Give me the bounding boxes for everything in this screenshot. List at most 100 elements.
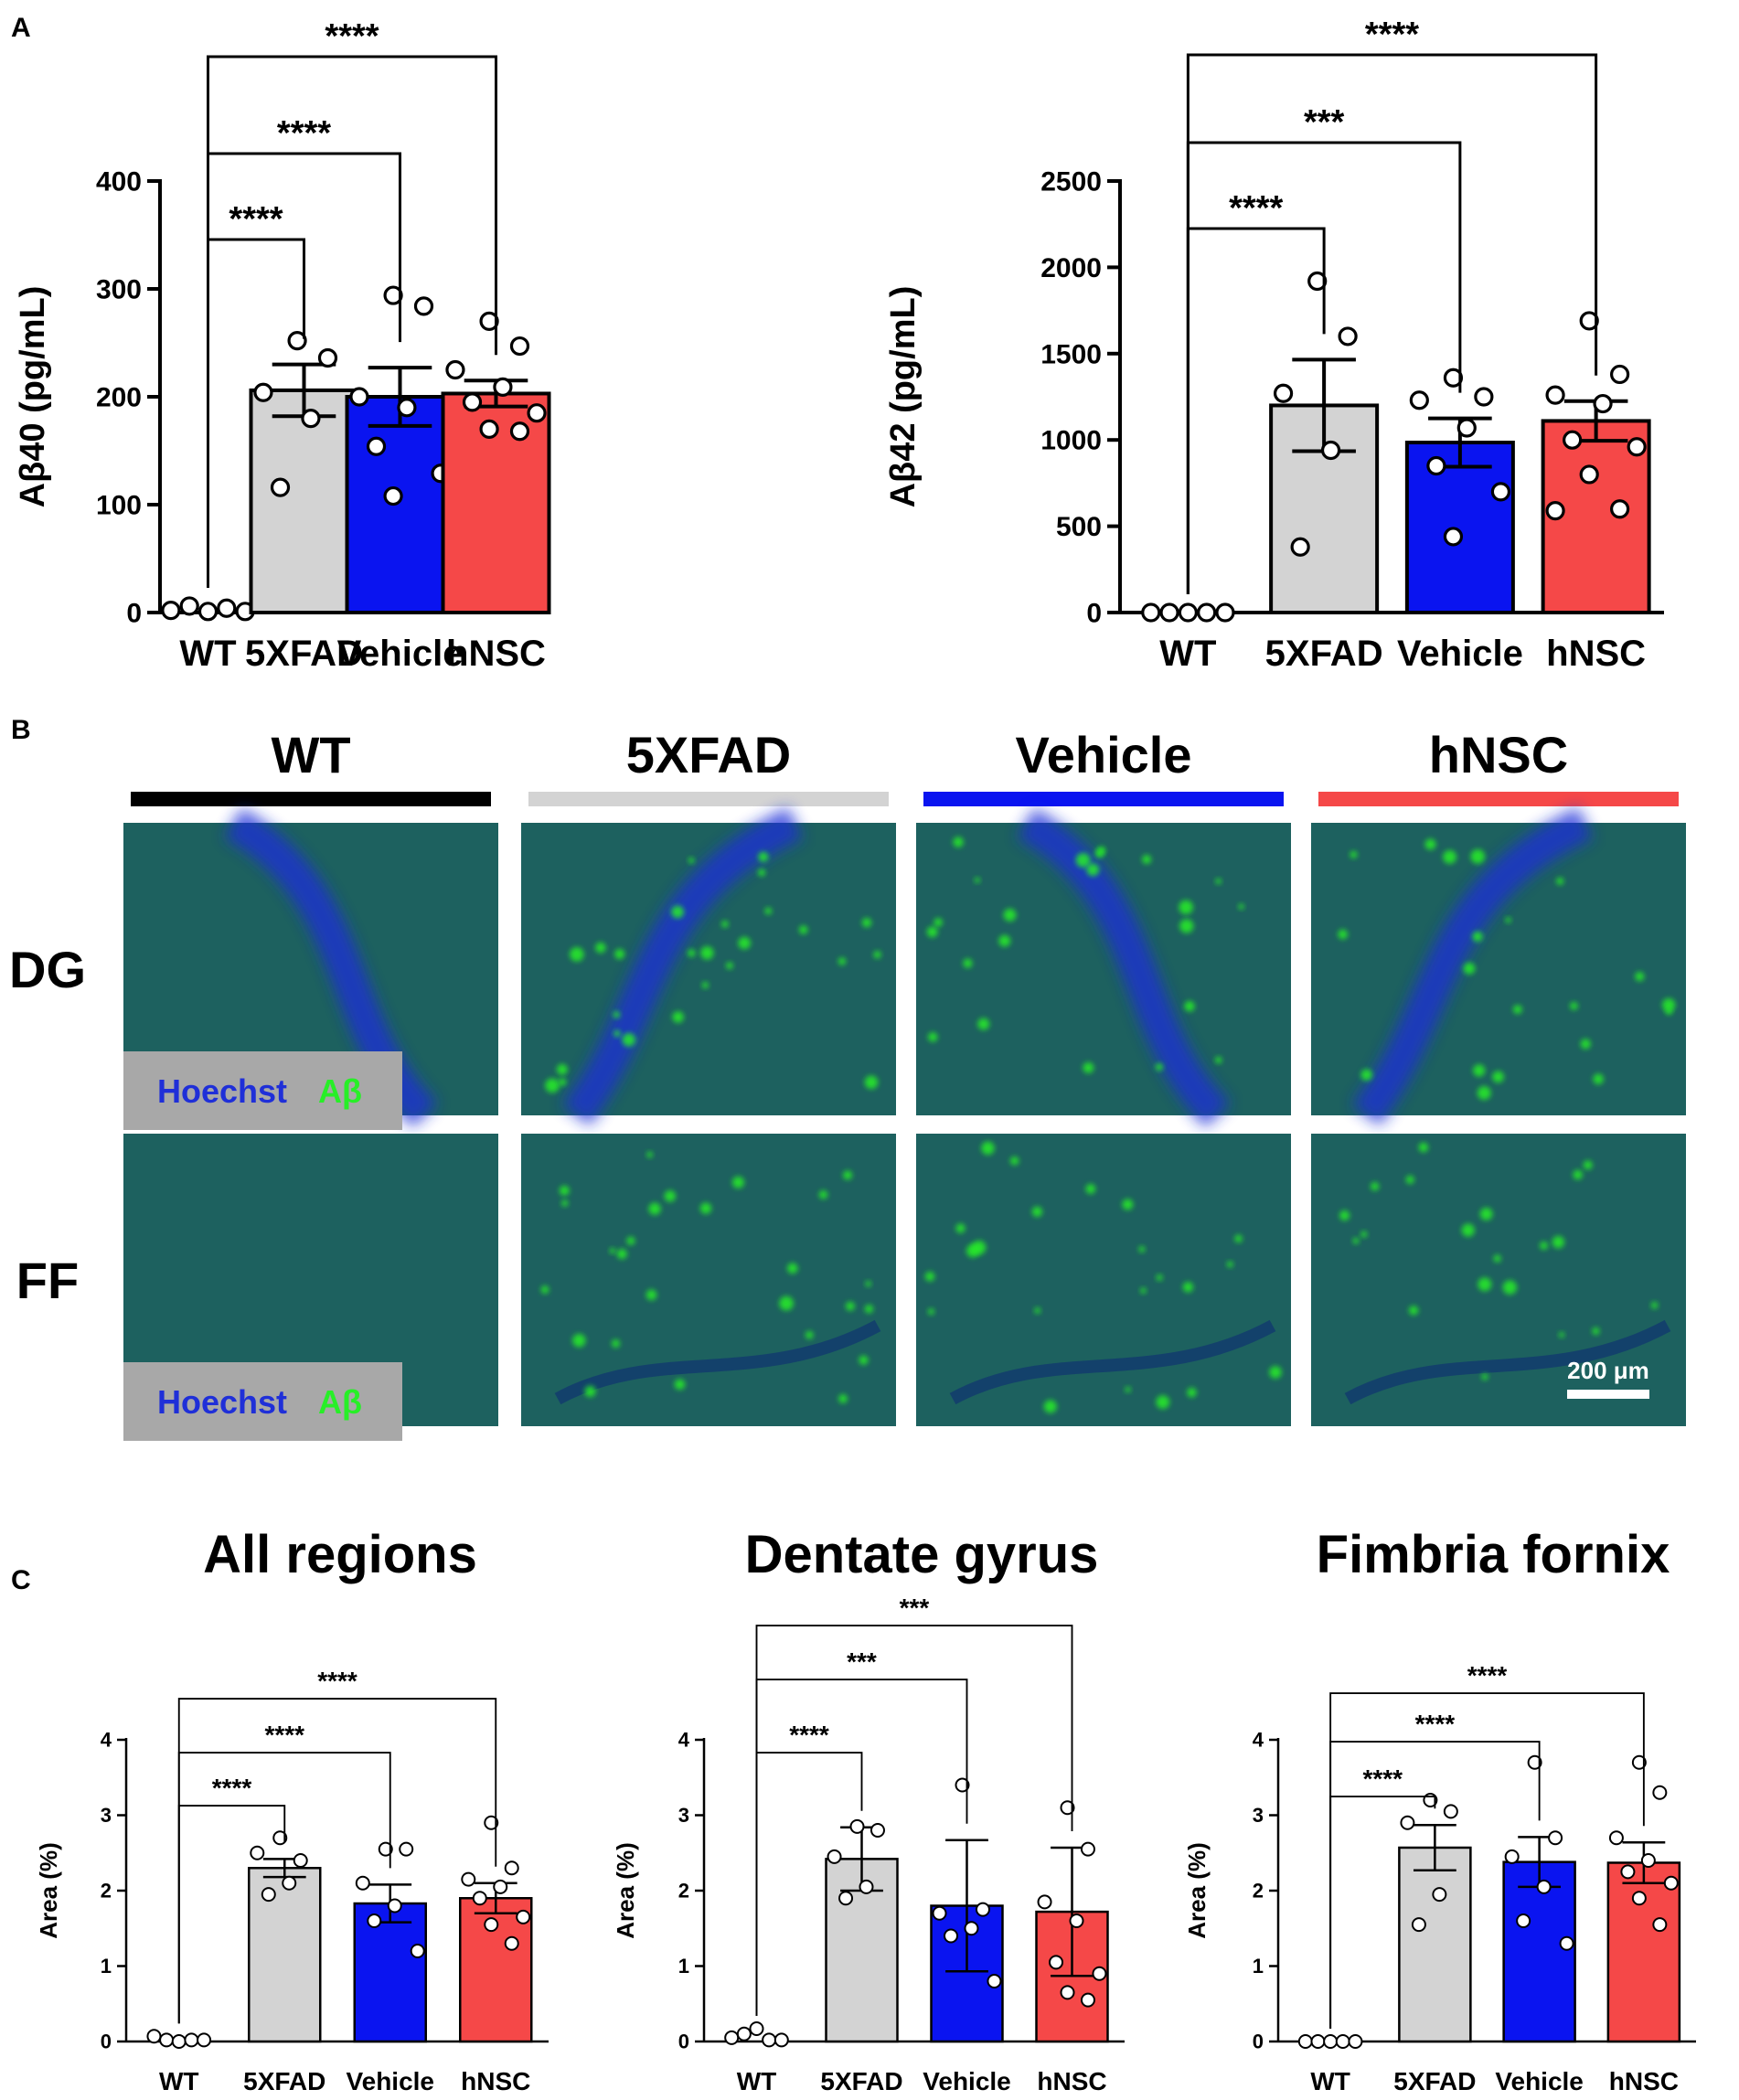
x-tick-label: hNSC <box>446 634 546 674</box>
amyloid-plaque <box>622 1033 636 1047</box>
amyloid-plaque <box>1478 1277 1492 1292</box>
data-point <box>509 421 530 442</box>
data-point <box>1409 390 1429 410</box>
y-axis-label: Area (%) <box>1183 1842 1211 1938</box>
amyloid-plaque <box>613 1029 621 1038</box>
data-point <box>461 1871 476 1887</box>
amyloid-plaque <box>1138 1245 1146 1253</box>
amyloid-plaque <box>1371 1182 1380 1191</box>
y-tick-label: 200 <box>96 383 142 413</box>
x-tick-label: WT <box>1159 634 1216 674</box>
image-row-label: DG <box>9 941 86 998</box>
amyloid-plaque <box>865 1281 871 1287</box>
amyloid-plaque <box>559 1078 567 1086</box>
amyloid-plaque <box>1338 929 1348 940</box>
amyloid-plaque <box>1505 917 1511 923</box>
data-point <box>504 1935 519 1951</box>
stain-legend: Hoechst Aβ <box>123 1362 402 1441</box>
x-tick-label: WT <box>159 2067 199 2095</box>
data-point <box>1310 2034 1326 2049</box>
data-point <box>462 392 483 412</box>
significance-label: *** <box>847 1647 877 1676</box>
y-tick-label: 3 <box>101 1804 112 1827</box>
micrograph-ff-hnsc <box>1311 1134 1686 1426</box>
significance-bracket <box>1186 53 1598 594</box>
micrograph-tint <box>521 1134 896 1426</box>
amyloid-plaque <box>1472 931 1483 943</box>
amyloid-plaque <box>859 1355 869 1365</box>
data-point <box>955 1777 970 1793</box>
panel-letter-b: B <box>11 715 31 745</box>
amyloid-plaque <box>977 1018 990 1030</box>
amyloid-plaque <box>1570 1002 1578 1010</box>
amyloid-plaque <box>972 1240 987 1255</box>
amyloid-plaque <box>595 942 606 954</box>
group-color-bar <box>131 792 491 806</box>
amyloid-plaque <box>671 905 685 919</box>
data-point <box>1197 602 1217 623</box>
x-tick-label: 5XFAD <box>245 634 363 674</box>
data-point <box>1141 602 1161 623</box>
data-point <box>1631 1754 1647 1770</box>
amyloid-plaque <box>1142 855 1152 865</box>
y-tick-label: 0 <box>101 2031 112 2053</box>
amyloid-plaque <box>1156 1395 1170 1410</box>
data-point <box>253 382 273 402</box>
data-point <box>1178 602 1198 623</box>
data-point <box>1610 364 1630 385</box>
legend-hoechst: Hoechst <box>157 1383 287 1421</box>
data-point <box>1620 1864 1636 1880</box>
significance-label: **** <box>325 17 379 56</box>
data-point <box>859 1879 874 1894</box>
amyloid-plaque <box>787 1263 798 1274</box>
data-point <box>1527 1754 1542 1770</box>
amyloid-plaque <box>700 946 714 960</box>
image-column-label: 5XFAD <box>626 726 792 784</box>
data-point <box>484 1917 499 1933</box>
data-point <box>1545 385 1565 405</box>
significance-label: **** <box>789 1721 829 1749</box>
data-point <box>1563 430 1583 450</box>
amyloid-plaque <box>1155 1063 1164 1071</box>
y-axis-label: Aβ42 (pg/mL) <box>884 286 923 508</box>
amyloid-plaque <box>646 1151 653 1158</box>
amyloid-plaque <box>927 1032 938 1042</box>
amyloid-plaque <box>1214 1056 1222 1064</box>
amyloid-plaque <box>873 951 881 959</box>
y-axis-label: Area (%) <box>612 1842 639 1938</box>
data-point <box>383 285 403 305</box>
chart-title: Fimbria fornix <box>1317 1525 1670 1584</box>
y-tick-label: 2 <box>1253 1880 1264 1903</box>
amyloid-plaque <box>779 1295 794 1311</box>
tissue-fold <box>554 1319 881 1405</box>
amyloid-plaque <box>864 1304 874 1314</box>
significance-bracket <box>177 1698 497 2024</box>
group-color-bar <box>528 792 889 806</box>
y-tick-label: 100 <box>96 491 142 521</box>
data-point <box>399 1841 414 1857</box>
data-point <box>1307 271 1328 292</box>
y-tick-label: 4 <box>678 1729 690 1752</box>
amyloid-plaque <box>731 1176 745 1189</box>
x-tick-label: 5XFAD <box>1393 2067 1476 2095</box>
data-point <box>217 598 237 618</box>
data-point <box>1297 2034 1313 2049</box>
bar-5xfad <box>1398 1846 1472 2043</box>
amyloid-plaque <box>1003 908 1017 922</box>
amyloid-plaque <box>616 1249 627 1260</box>
y-tick-label: 4 <box>1253 1729 1264 1752</box>
amyloid-plaque <box>955 1223 966 1233</box>
amyloid-plaque <box>1086 863 1100 877</box>
data-point <box>987 1974 1002 1988</box>
data-point <box>1069 1913 1084 1928</box>
amyloid-plaque <box>613 1011 621 1018</box>
x-tick-label: WT <box>737 2067 777 2095</box>
scale-bar <box>1567 1390 1649 1399</box>
amyloid-plaque <box>1481 1373 1488 1380</box>
y-axis-label: Area (%) <box>35 1842 62 1938</box>
data-point <box>1335 2034 1350 2049</box>
amyloid-plaque <box>843 1170 853 1180</box>
y-tick-label: 1 <box>678 1955 689 1977</box>
significance-label: **** <box>1229 189 1283 228</box>
